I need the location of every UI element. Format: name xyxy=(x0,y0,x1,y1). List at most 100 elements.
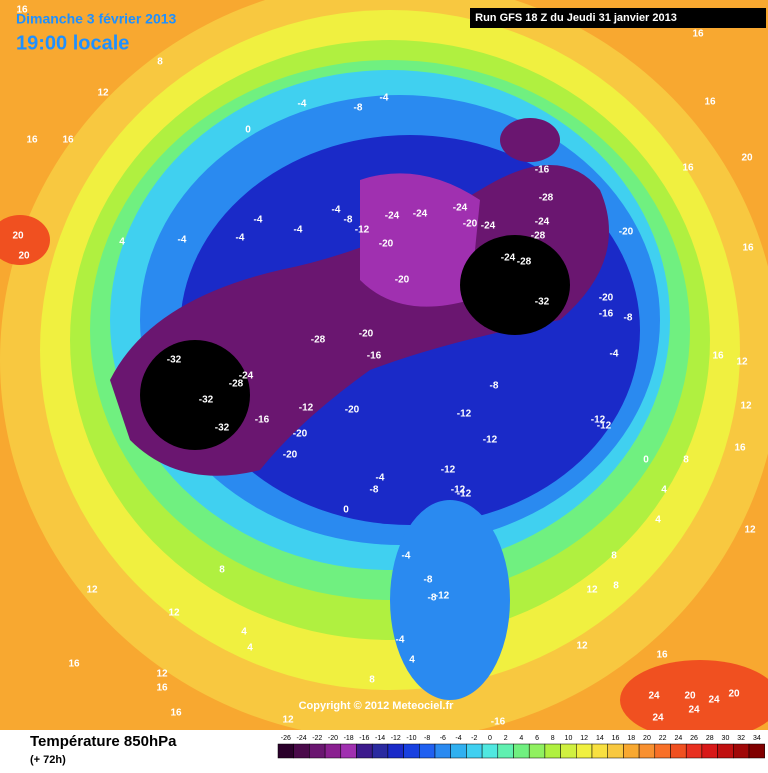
legend-swatch xyxy=(277,743,294,759)
contour-label: -28 xyxy=(531,231,546,242)
contour-label: -32 xyxy=(535,297,550,308)
contour-label: 12 xyxy=(740,401,752,412)
legend-label: 10 xyxy=(565,735,573,742)
contour-label: 4 xyxy=(247,643,253,654)
contour-label: 16 xyxy=(26,135,38,146)
contour-label: 12 xyxy=(586,585,598,596)
contour-label: -4 xyxy=(376,473,385,484)
contour-label: -24 xyxy=(535,217,550,228)
legend-swatch xyxy=(670,743,687,759)
contour-label: 24 xyxy=(648,691,660,702)
contour-label: 16 xyxy=(692,29,704,40)
legend-label: 20 xyxy=(643,735,651,742)
legend-label: 22 xyxy=(659,735,667,742)
contour-label: -8 xyxy=(428,593,437,604)
legend-label: 2 xyxy=(504,735,508,742)
contour-label: 20 xyxy=(18,251,30,262)
contour-label: 20 xyxy=(12,231,24,242)
legend-label: -18 xyxy=(344,735,354,742)
contour-label: -4 xyxy=(610,349,619,360)
contour-label: -4 xyxy=(380,93,389,104)
contour-label: 12 xyxy=(736,357,748,368)
contour-label: -24 xyxy=(385,211,400,222)
contour-label: 12 xyxy=(86,585,98,596)
contour-label: -16 xyxy=(535,165,550,176)
contour-label: 16 xyxy=(68,659,80,670)
contour-label: 4 xyxy=(119,237,125,248)
contour-label: 12 xyxy=(744,525,756,536)
contour-label: 16 xyxy=(682,163,694,174)
legend-label: 12 xyxy=(580,735,588,742)
legend-label: -6 xyxy=(440,735,446,742)
legend-swatch xyxy=(528,743,546,759)
contour-label: 4 xyxy=(655,515,661,526)
legend-swatch xyxy=(607,743,624,759)
legend-label: 0 xyxy=(488,735,492,742)
contour-label: 4 xyxy=(241,627,247,638)
legend-label: 30 xyxy=(722,735,730,742)
contour-label: 8 xyxy=(369,675,375,686)
run-box xyxy=(470,8,766,28)
legend-swatch xyxy=(387,743,404,759)
contour-label: 8 xyxy=(683,455,689,466)
contour-label: -16 xyxy=(491,717,506,728)
contour-label: 16 xyxy=(656,650,668,661)
contour-label: -4 xyxy=(402,551,411,562)
contour-label: 16 xyxy=(712,351,724,362)
contour-label: -20 xyxy=(293,429,308,440)
copyright: Copyright © 2012 Meteociel.fr xyxy=(299,700,455,712)
legend-swatch xyxy=(309,743,326,759)
legend-label: 26 xyxy=(690,735,698,742)
contour-label: -28 xyxy=(517,257,532,268)
legend-swatch xyxy=(748,743,765,759)
contour-label: -24 xyxy=(453,203,468,214)
legend-label: 16 xyxy=(612,735,620,742)
temperature-field xyxy=(0,0,768,740)
contour-label: 8 xyxy=(157,57,163,68)
contour-label: -4 xyxy=(254,215,263,226)
contour-label: -28 xyxy=(539,193,554,204)
legend-swatch xyxy=(450,743,467,759)
contour-label: 4 xyxy=(661,485,667,496)
color-legend: -26 -24 -22 -20 -18 -16 -14 -12 -10 -8 -6 -4 -2 0 2 4 6 8… xyxy=(277,735,765,759)
legend-label: -2 xyxy=(471,735,477,742)
contour-label: -24 xyxy=(481,221,496,232)
contour-label: -24 xyxy=(239,371,254,382)
contour-label: -12 xyxy=(457,489,472,500)
contour-label: 20 xyxy=(741,153,753,164)
contour-label: 16 xyxy=(704,97,716,108)
legend-label: -10 xyxy=(406,735,416,742)
legend-label: 24 xyxy=(674,735,682,742)
contour-label: -12 xyxy=(435,591,450,602)
contour-label: -4 xyxy=(236,233,245,244)
contour-label: 16 xyxy=(62,135,74,146)
legend-swatch xyxy=(685,743,703,759)
contour-label: -12 xyxy=(451,485,466,496)
contour-label: -4 xyxy=(396,635,405,646)
legend-label: -8 xyxy=(424,735,430,742)
contour-label: 24 xyxy=(688,705,700,716)
contour-label: -20 xyxy=(345,405,360,416)
legend-swatch xyxy=(356,743,373,759)
contour-label: 12 xyxy=(576,641,588,652)
contour-label: 0 xyxy=(343,505,349,516)
contour-label: -24 xyxy=(413,209,428,220)
legend-swatch xyxy=(371,743,389,759)
footer-title: Température 850hPa xyxy=(30,733,177,750)
contour-label: -32 xyxy=(199,395,214,406)
legend-label: -14 xyxy=(375,735,385,742)
contour-label: 20 xyxy=(728,689,740,700)
legend-swatch xyxy=(434,743,451,759)
contour-label: 12 xyxy=(156,669,168,680)
contour-label: -8 xyxy=(424,575,433,586)
contour-label: -20 xyxy=(599,293,614,304)
contour-label: 8 xyxy=(611,551,617,562)
legend-swatch xyxy=(293,743,310,759)
contour-label: -28 xyxy=(229,379,244,390)
contour-label: -20 xyxy=(395,275,410,286)
legend-swatch xyxy=(340,743,357,759)
legend-swatch xyxy=(717,743,734,759)
contour-label: -12 xyxy=(441,465,456,476)
